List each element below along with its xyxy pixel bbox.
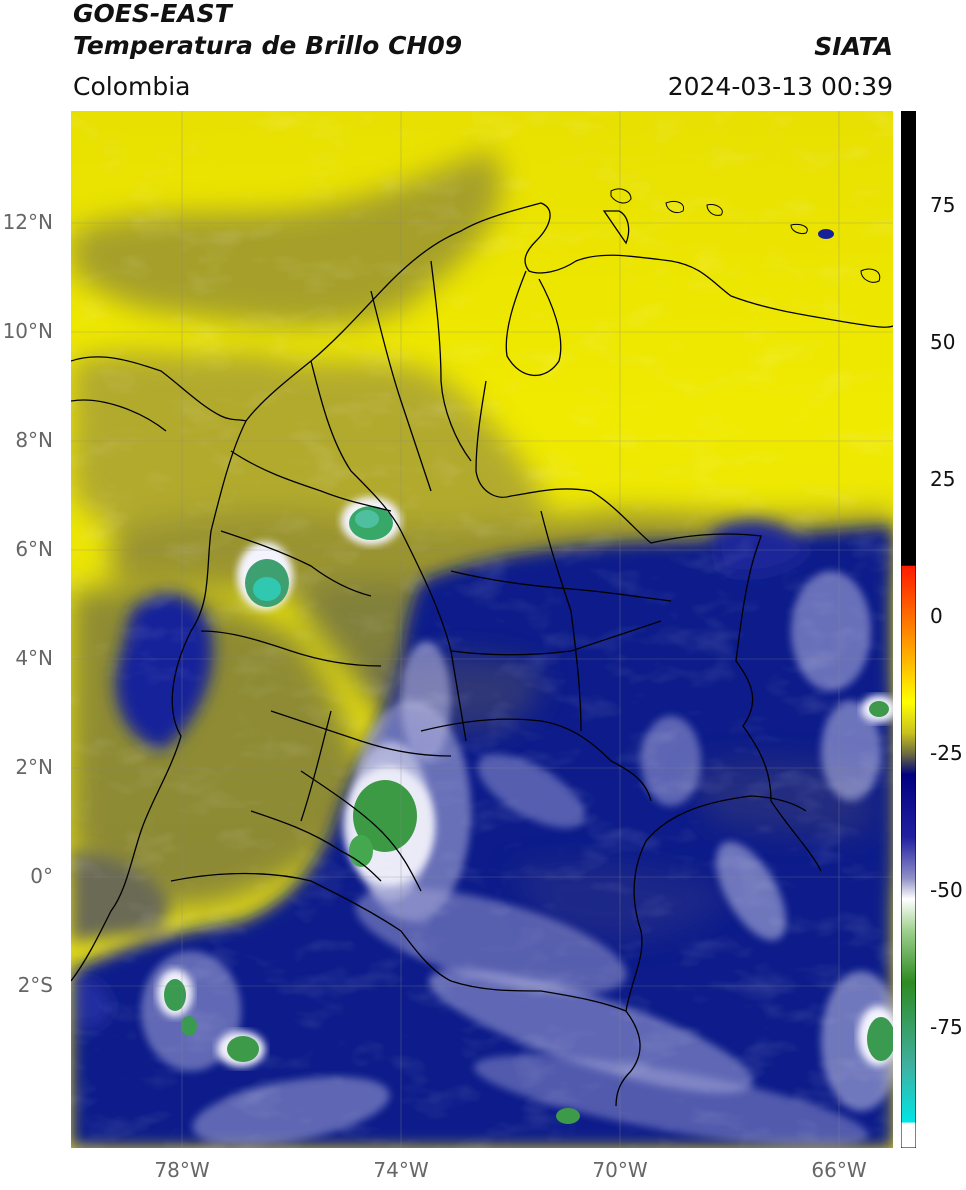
colorbar-tick-50: 50	[930, 330, 956, 354]
organization-label: SIATA	[814, 32, 893, 61]
colorbar-tick-0: 0	[930, 604, 943, 628]
colorbar-tick-minus50: -50	[930, 878, 963, 902]
lat-label-2s: 2°S	[17, 973, 53, 997]
timestamp-label: 2024-03-13 00:39	[667, 72, 893, 101]
colorbar-tick-minus25: -25	[930, 741, 963, 765]
lon-label-74w: 74°W	[373, 1158, 429, 1182]
lon-label-78w: 78°W	[154, 1158, 210, 1182]
lat-label-8n: 8°N	[15, 428, 53, 452]
convective-cores	[157, 229, 893, 1124]
title-satellite: GOES-EAST	[73, 0, 232, 28]
lat-label-10n: 10°N	[2, 319, 53, 343]
colorbar-tick-75: 75	[930, 193, 956, 217]
lon-label-66w: 66°W	[811, 1158, 867, 1182]
colorbar-tick-minus75: -75	[930, 1015, 963, 1039]
borders	[71, 202, 893, 1107]
lat-label-4n: 4°N	[15, 646, 53, 670]
lat-label-6n: 6°N	[15, 537, 53, 561]
satellite-map	[71, 111, 893, 1148]
lon-label-70w: 70°W	[592, 1158, 648, 1182]
subtitle-region: Colombia	[73, 72, 191, 101]
title-product: Temperatura de Brillo CH09	[73, 31, 463, 60]
lat-label-2n: 2°N	[15, 755, 53, 779]
lat-label-12n: 12°N	[2, 210, 53, 234]
colorbar	[901, 111, 916, 1148]
colorbar-tick-25: 25	[930, 467, 956, 491]
lat-label-0: 0°	[30, 864, 53, 888]
